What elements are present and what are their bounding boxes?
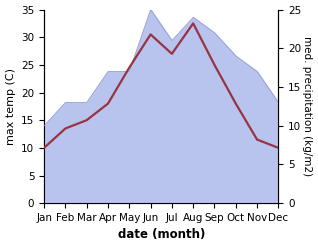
Y-axis label: med. precipitation (kg/m2): med. precipitation (kg/m2) [302,36,313,176]
X-axis label: date (month): date (month) [118,228,205,242]
Y-axis label: max temp (C): max temp (C) [5,68,16,145]
